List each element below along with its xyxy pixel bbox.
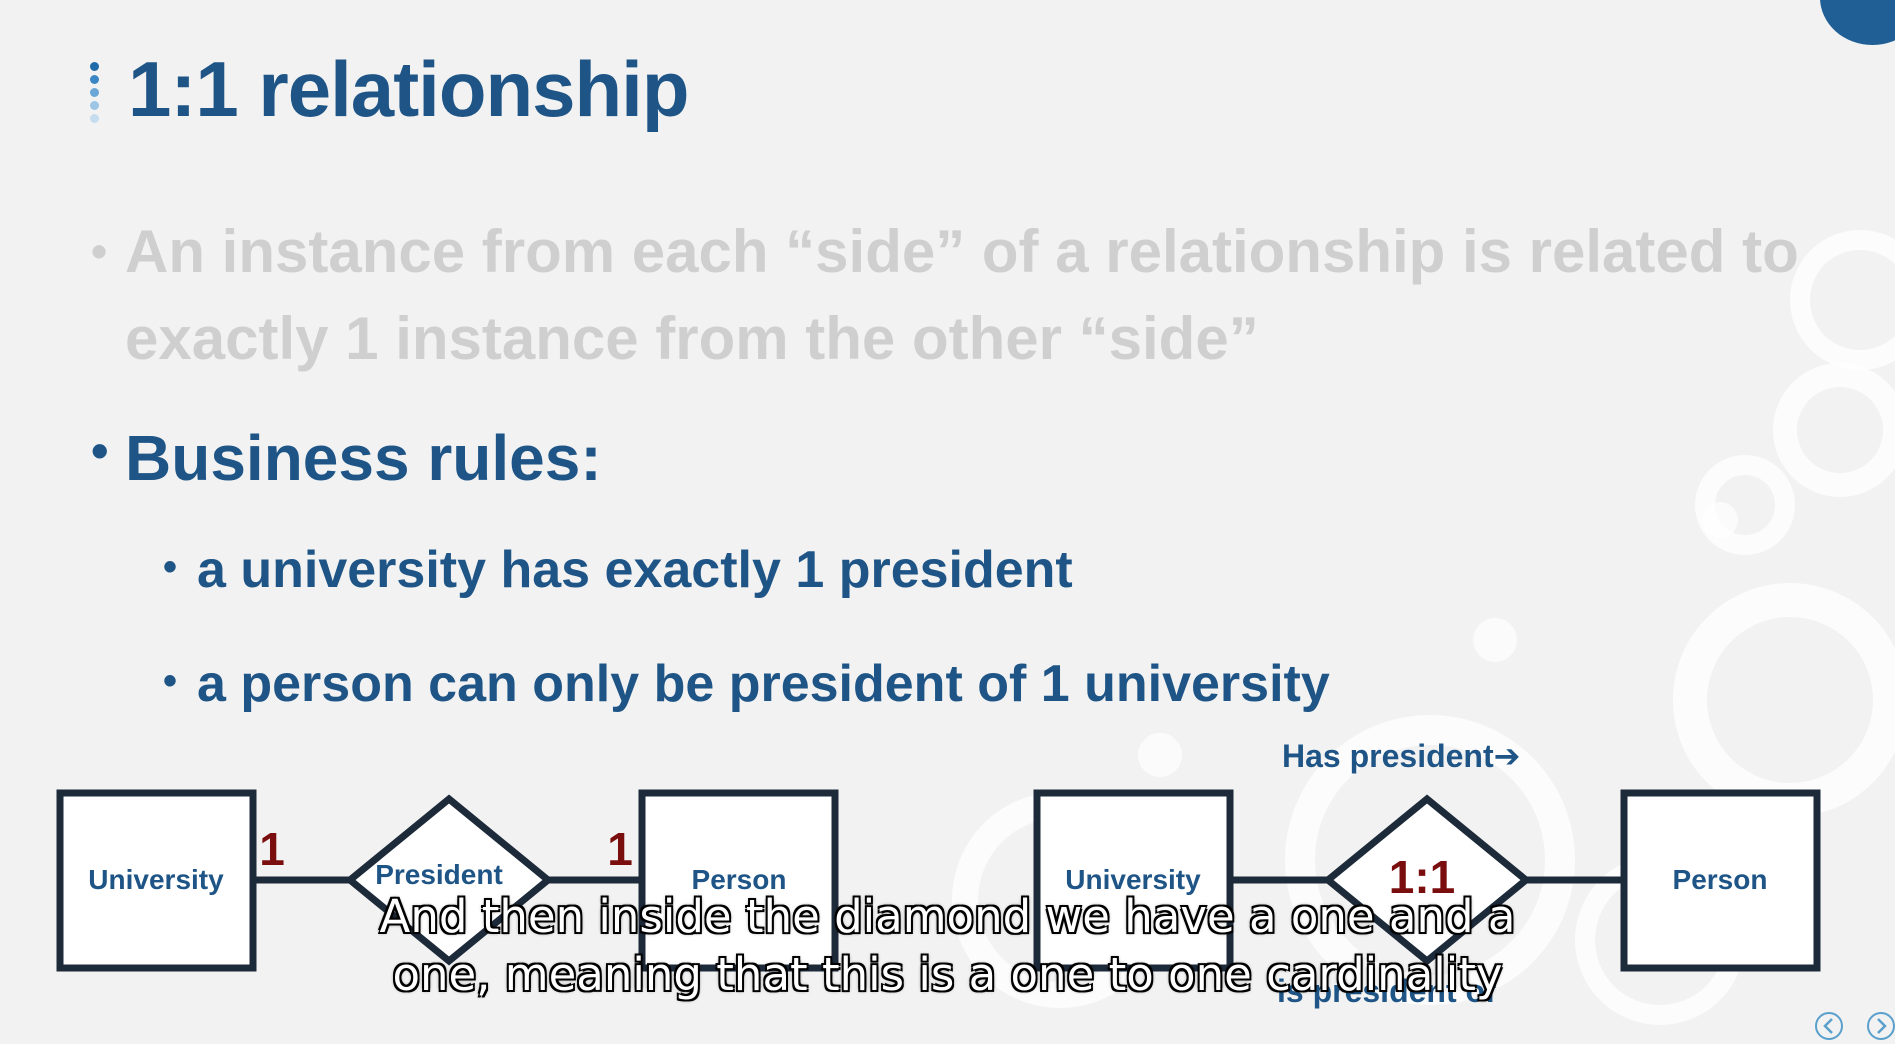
- next-slide-button[interactable]: [1867, 1012, 1895, 1040]
- video-subtitle: And then inside the diamond we have a on…: [0, 888, 1895, 1004]
- forward-direction-label: Has president➔: [1282, 738, 1520, 774]
- subtitle-line-2: one, meaning that this is a one to one c…: [392, 948, 1503, 1001]
- entity-university-box: [1033, 789, 1234, 972]
- relationship-president-label: President: [375, 859, 503, 890]
- slide-title: 1:1 relationship: [128, 45, 689, 133]
- chevron-left-icon: [1815, 1012, 1843, 1040]
- entity-university-label: University: [1065, 864, 1201, 895]
- er-diagrams: University President Person 1 1 Universi…: [56, 738, 1821, 1009]
- entity-university-box: [56, 789, 257, 972]
- cardinality-right: 1: [607, 823, 633, 875]
- entity-person-box: [638, 789, 839, 972]
- title-accent-dots: [90, 62, 102, 124]
- bullet-dot: •: [91, 225, 108, 277]
- entity-person-label: Person: [692, 864, 787, 895]
- bullet-text: Business rules:: [125, 422, 602, 494]
- bullet-text: An instance from each “side” of a relati…: [125, 218, 1799, 372]
- bullet-dot: •: [163, 659, 178, 703]
- sub-bullet-rule-1: • a university has exactly 1 president: [163, 538, 1073, 603]
- subtitle-line-1: And then inside the diamond we have a on…: [379, 890, 1516, 943]
- bullet-dot: •: [163, 545, 178, 589]
- er-diagram-cardinality-notation: University 1:1 Person Has president➔ is …: [1033, 738, 1821, 1009]
- chevron-right-icon: [1867, 1012, 1895, 1040]
- relationship-diamond: [1322, 794, 1532, 966]
- slide-navigation: [1815, 1012, 1895, 1040]
- entity-university-label: University: [88, 864, 224, 895]
- previous-slide-button[interactable]: [1815, 1012, 1843, 1040]
- bullet-dot: •: [91, 423, 109, 479]
- sub-bullet-text: a university has exactly 1 president: [197, 541, 1073, 599]
- sub-bullet-text: a person can only be president of 1 univ…: [197, 655, 1330, 713]
- bullet-definition: • An instance from each “side” of a rela…: [91, 208, 1885, 382]
- backward-direction-label: is president of: [1277, 973, 1496, 1009]
- relationship-cardinality-label: 1:1: [1389, 851, 1455, 903]
- bullet-business-rules: • Business rules:: [91, 418, 602, 498]
- cardinality-left: 1: [259, 823, 285, 875]
- sub-bullet-rule-2: • a person can only be president of 1 un…: [163, 652, 1330, 717]
- entity-person-box: [1620, 789, 1821, 972]
- er-diagram-chen-notation: University President Person 1 1: [56, 789, 839, 972]
- relationship-diamond: [344, 794, 554, 966]
- entity-person-label: Person: [1673, 864, 1768, 895]
